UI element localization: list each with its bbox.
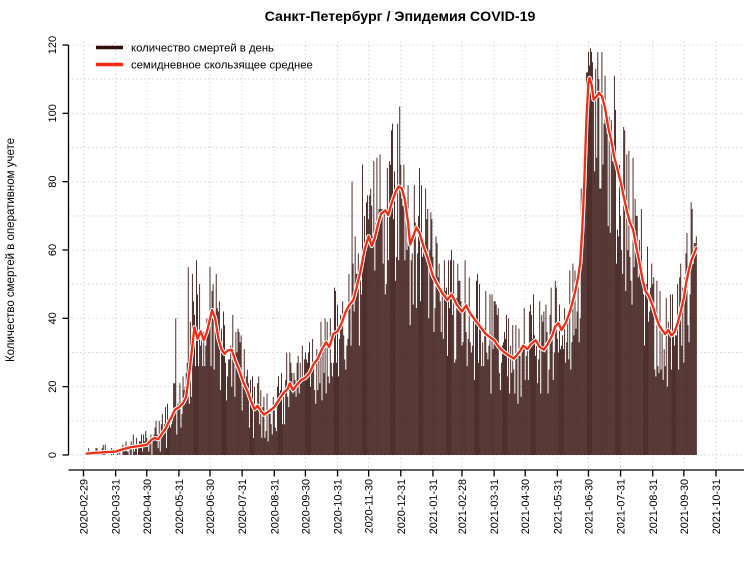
svg-text:2020-07-31: 2020-07-31 [237,479,249,534]
svg-text:2021-07-31: 2021-07-31 [616,479,628,534]
svg-text:80: 80 [47,176,59,188]
svg-text:2021-05-31: 2021-05-31 [552,479,564,534]
moving-average-series [84,75,699,456]
svg-text:2020-05-31: 2020-05-31 [174,479,186,534]
svg-text:2021-04-30: 2021-04-30 [520,479,532,534]
svg-text:20: 20 [47,381,59,393]
svg-text:40: 40 [47,312,59,324]
svg-text:120: 120 [47,36,59,54]
axes [62,44,744,477]
svg-text:2020-08-31: 2020-08-31 [269,479,281,534]
svg-text:2020-10-31: 2020-10-31 [333,479,345,534]
svg-text:2020-09-30: 2020-09-30 [300,479,312,534]
svg-text:2020-04-30: 2020-04-30 [142,479,154,534]
svg-text:2020-12-31: 2020-12-31 [396,479,408,534]
legend-label-daily-deaths: количество смертей в день [131,43,274,55]
svg-text:2021-08-31: 2021-08-31 [648,479,660,534]
svg-text:2021-01-31: 2021-01-31 [428,479,440,534]
legend: количество смертей в день семидневное ск… [96,43,313,72]
svg-text:2020-02-29: 2020-02-29 [79,479,91,534]
svg-text:2021-03-31: 2021-03-31 [489,479,501,534]
svg-text:2021-09-30: 2021-09-30 [679,479,691,534]
x-axis-tick-labels: 2020-02-29 2020-03-31 2020-04-30 2020-05-31… [79,479,724,534]
chart-title: Санкт-Петербург / Эпидемия COVID-19 [265,9,536,25]
svg-text:60: 60 [47,244,59,256]
svg-text:2021-02-28: 2021-02-28 [457,479,469,534]
legend-label-moving-average: семидневное скользящее среднее [131,60,313,72]
y-axis-label: Количество смертей в оперативном учете [5,138,17,362]
svg-text:2020-06-30: 2020-06-30 [205,479,217,534]
svg-text:100: 100 [47,104,59,122]
svg-text:2021-06-30: 2021-06-30 [583,479,595,534]
svg-text:2020-03-31: 2020-03-31 [111,479,123,534]
svg-text:2021-10-31: 2021-10-31 [711,479,723,534]
svg-text:2020-11-30: 2020-11-30 [364,479,376,533]
y-axis-tick-labels: 0 20 40 60 80 100 120 [47,36,59,458]
moving-average-line [85,76,698,455]
svg-text:0: 0 [47,452,59,458]
